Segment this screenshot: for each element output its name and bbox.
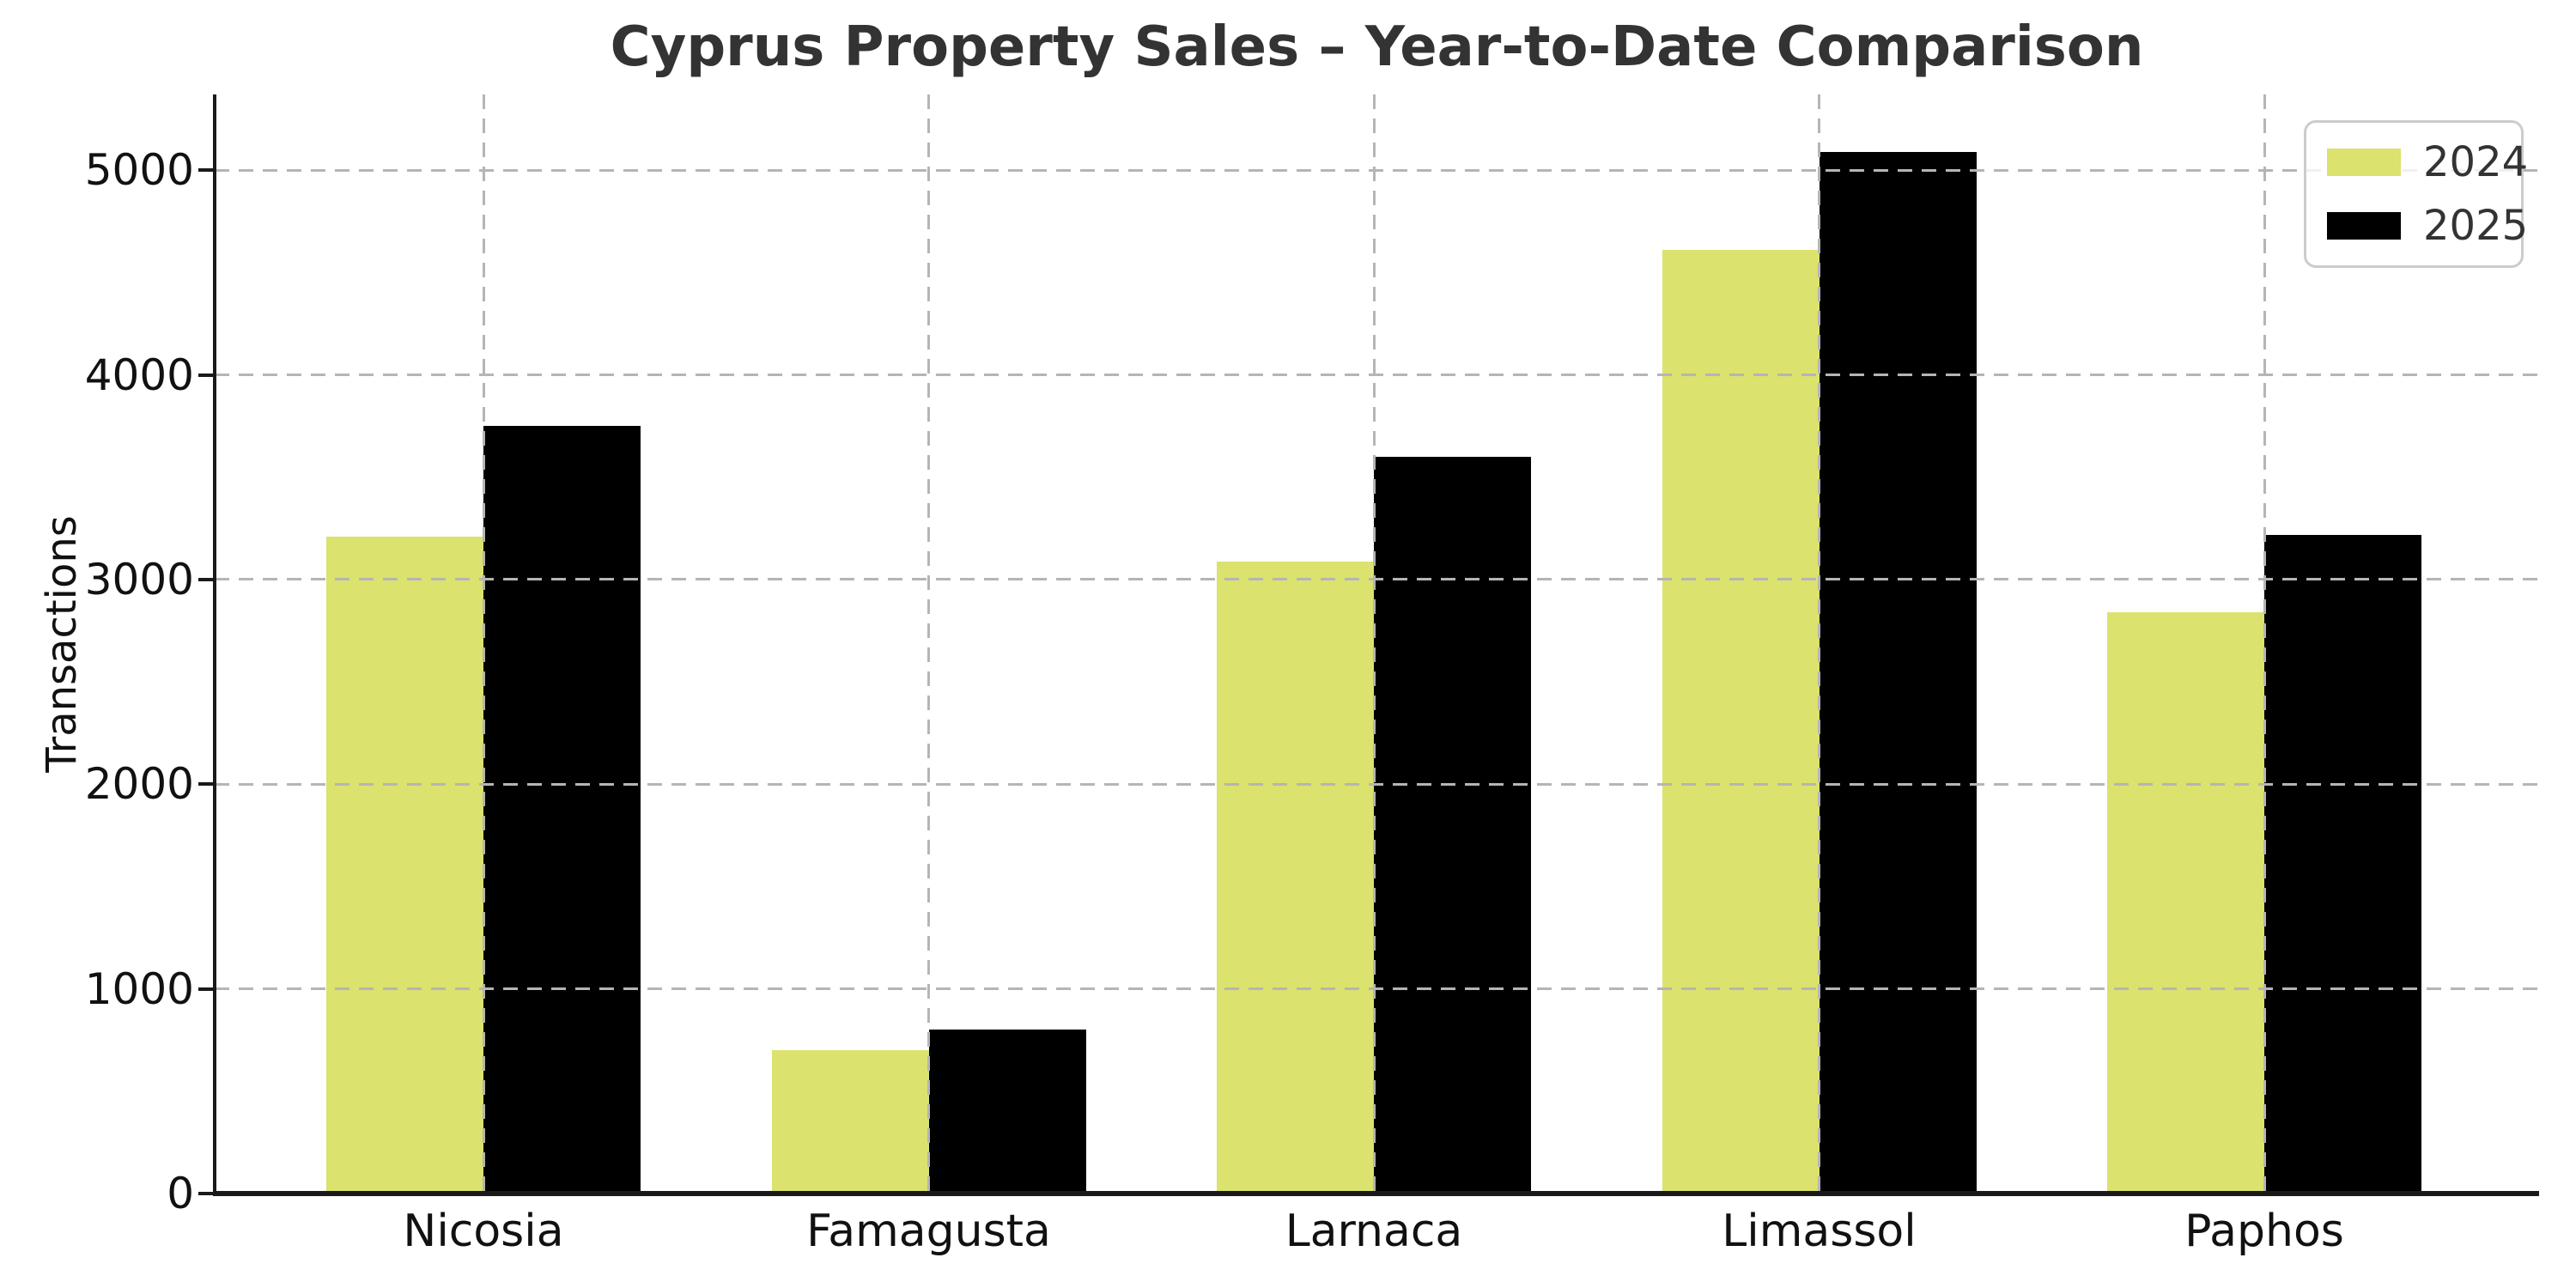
gridline-horizontal: [215, 374, 2539, 377]
y-tick-mark: [198, 168, 213, 173]
y-tick-mark: [198, 782, 213, 787]
bar-2025-limassol: [1819, 151, 1977, 1194]
legend-row-2025: 2025: [2327, 202, 2528, 250]
gridline-horizontal: [215, 578, 2539, 581]
legend: 2024 2025: [2304, 120, 2528, 268]
y-tick-mark: [198, 987, 213, 991]
gridline-vertical: [1818, 94, 1820, 1194]
y-tick-label: 1000: [84, 963, 194, 1014]
gridline-horizontal: [215, 168, 2539, 172]
y-tick-mark: [198, 1192, 213, 1195]
bar-2025-paphos: [2264, 534, 2421, 1194]
bar-2024-famagusta: [771, 1050, 929, 1194]
bar-2024-nicosia: [326, 536, 483, 1194]
legend-label-2025: 2025: [2423, 202, 2529, 250]
bar-2024-paphos: [2107, 612, 2264, 1194]
bar-2024-limassol: [1662, 250, 1820, 1194]
gridline-horizontal: [215, 782, 2539, 786]
y-axis-spine: [213, 94, 216, 1194]
category-label-nicosia: Nicosia: [403, 1206, 564, 1257]
legend-row-2024: 2024: [2327, 138, 2528, 186]
y-tick-label: 4000: [84, 349, 194, 400]
y-tick-label: 2000: [84, 759, 194, 810]
gridline-vertical: [1372, 94, 1376, 1194]
bar-2024-larnaca: [1217, 561, 1374, 1194]
bar-2025-nicosia: [483, 426, 641, 1194]
legend-swatch-2025: [2327, 212, 2401, 240]
category-label-famagusta: Famagusta: [806, 1206, 1051, 1257]
y-tick-label: 5000: [84, 145, 194, 196]
y-tick-mark: [198, 373, 213, 377]
legend-label-2024: 2024: [2423, 138, 2529, 186]
category-label-limassol: Limassol: [1722, 1206, 1917, 1257]
y-axis-label: Transactions: [38, 515, 86, 773]
chart-title: Cyprus Property Sales – Year-to-Date Com…: [610, 15, 2144, 79]
category-label-paphos: Paphos: [2184, 1206, 2344, 1257]
plot-area: [215, 94, 2539, 1194]
y-tick-mark: [198, 577, 213, 581]
bar-2025-famagusta: [928, 1030, 1086, 1194]
bar-2025-larnaca: [1374, 456, 1531, 1194]
gridline-vertical: [2263, 94, 2266, 1194]
legend-swatch-2024: [2327, 149, 2401, 176]
x-axis-spine: [213, 1191, 2539, 1196]
category-label-larnaca: Larnaca: [1285, 1206, 1463, 1257]
y-tick-label: 0: [167, 1169, 194, 1218]
gridline-vertical: [927, 94, 930, 1194]
gridline-vertical: [482, 94, 485, 1194]
y-tick-label: 3000: [84, 554, 194, 605]
gridline-horizontal: [215, 987, 2539, 991]
